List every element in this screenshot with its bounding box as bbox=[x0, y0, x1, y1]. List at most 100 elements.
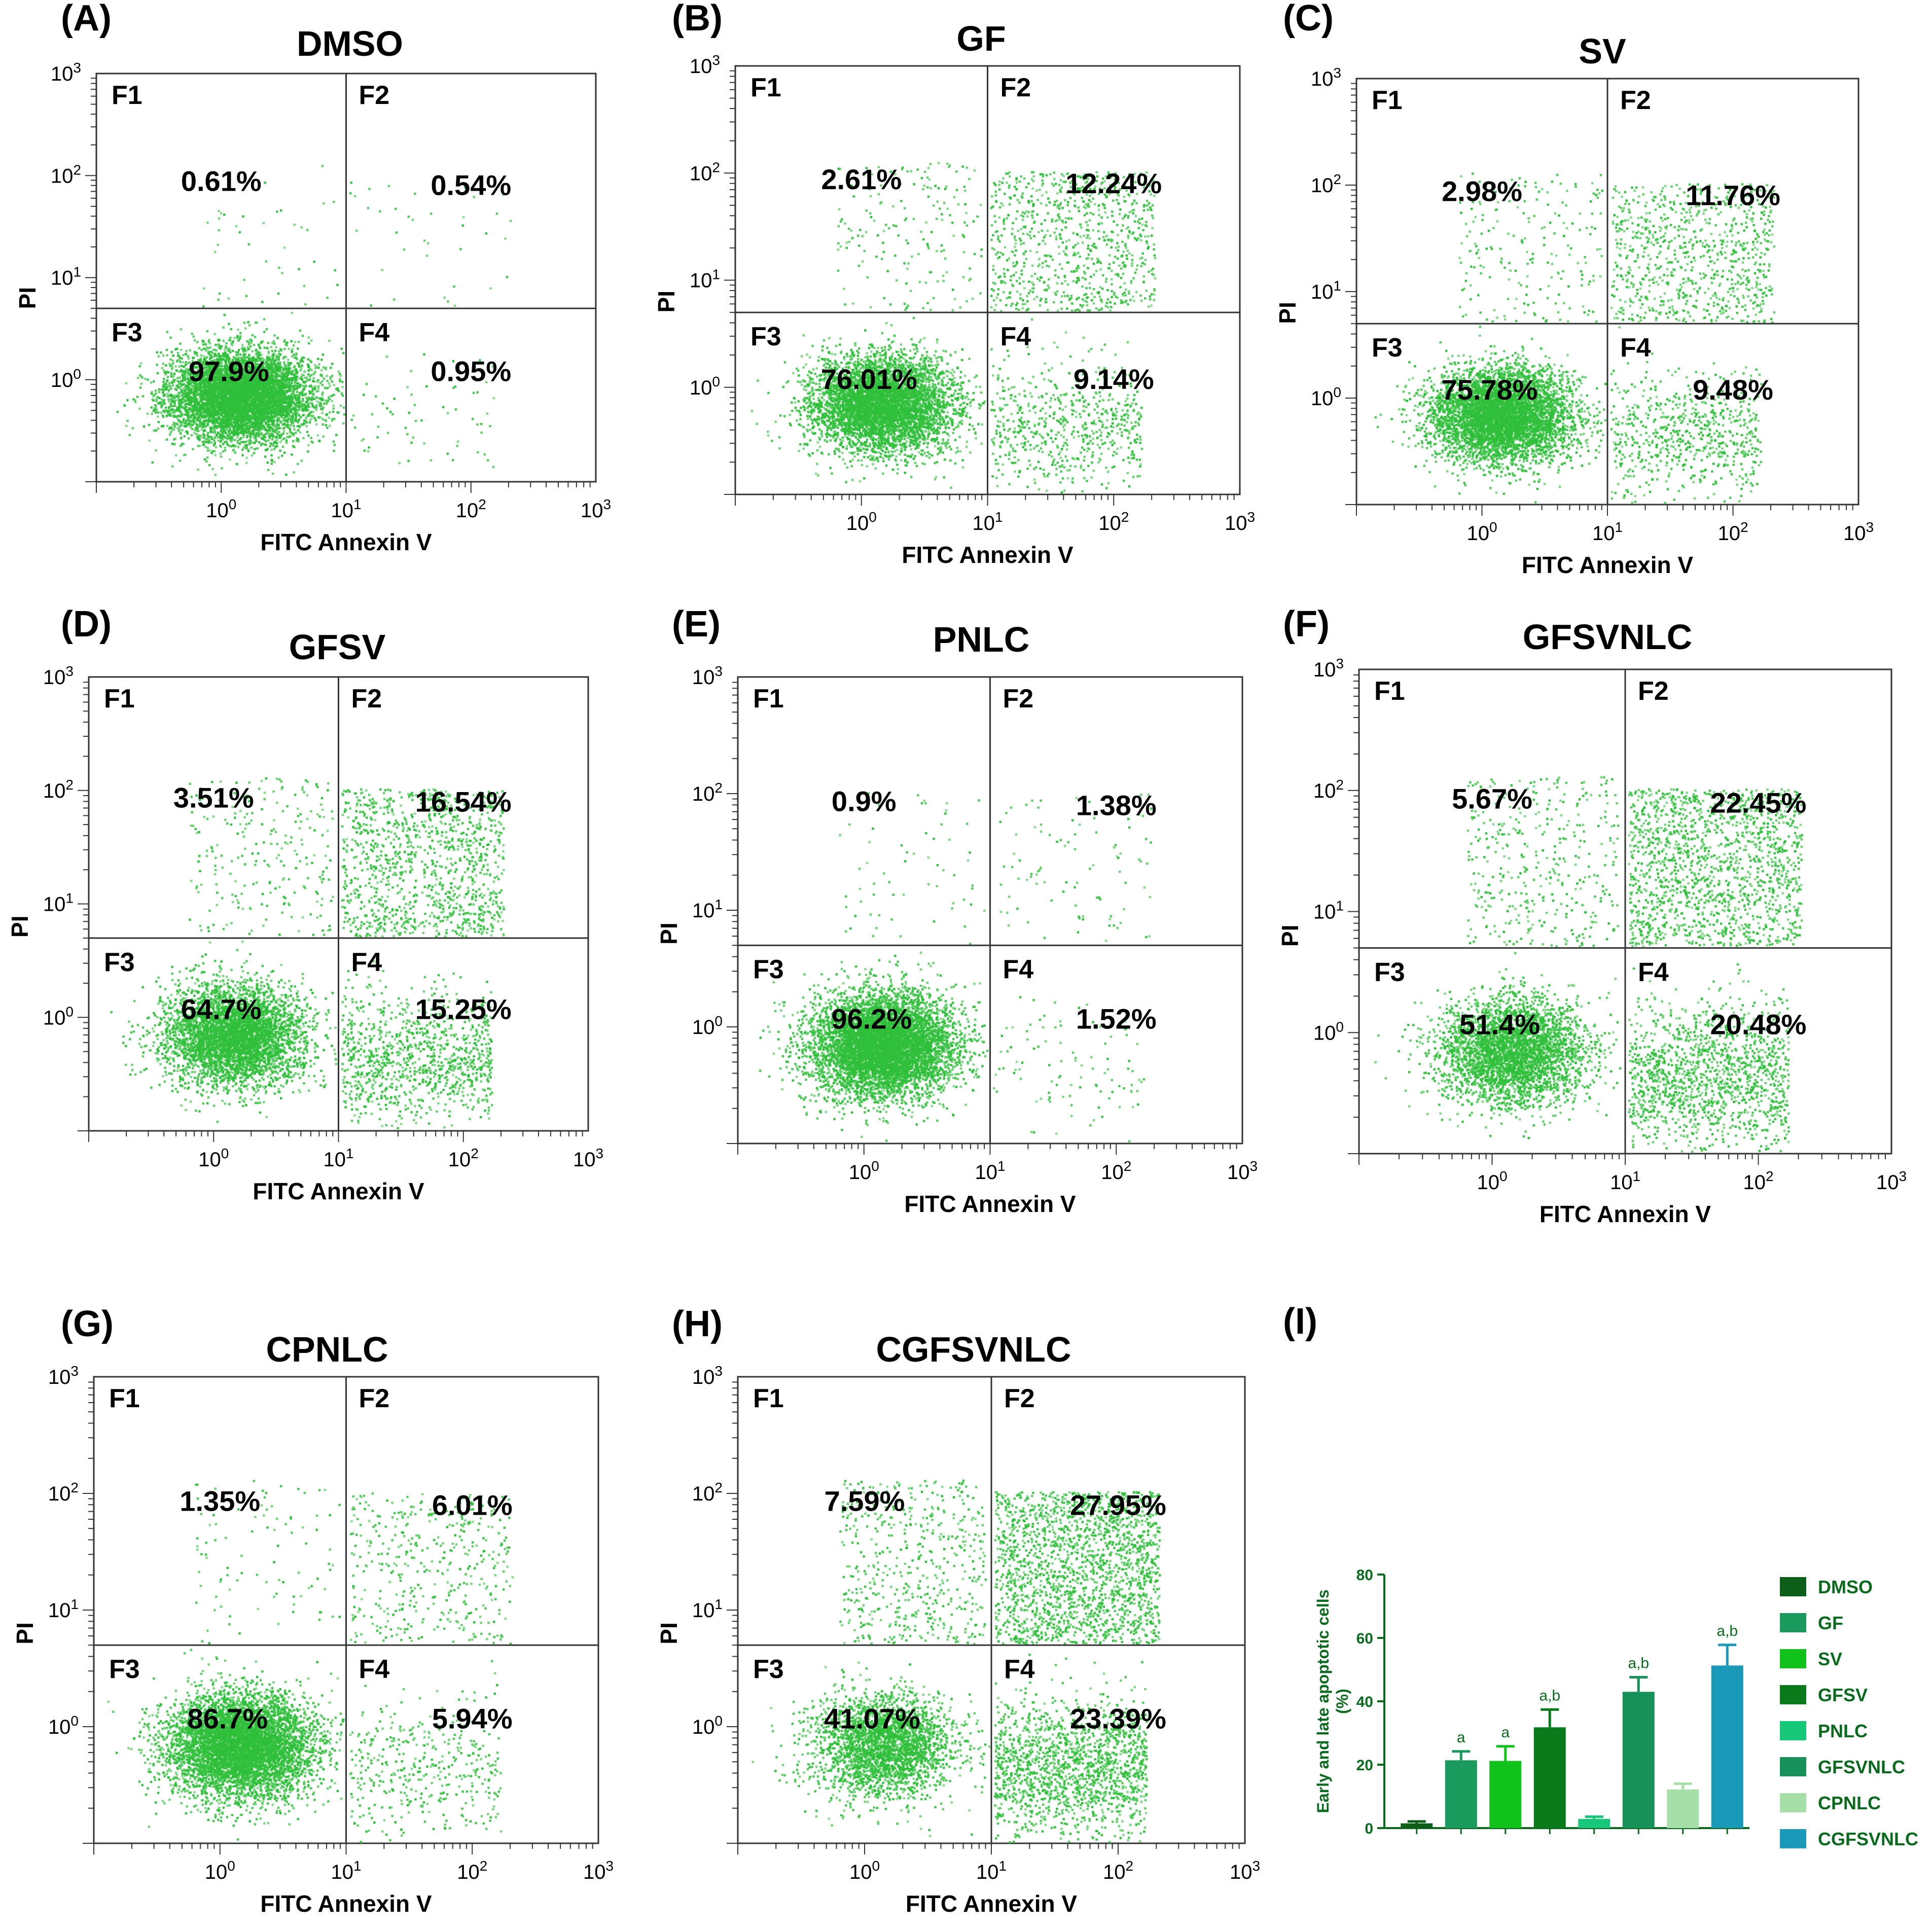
y-tick-label: 100 bbox=[1313, 1019, 1344, 1044]
y-tick-label: 100 bbox=[48, 1713, 79, 1738]
quadrant-percent-f4: 9.48% bbox=[1693, 374, 1773, 406]
panel-letter: (G) bbox=[61, 1304, 114, 1344]
x-tick-label: 103 bbox=[573, 1146, 603, 1171]
quadrant-label-f2: F2 bbox=[1000, 73, 1031, 102]
y-tick-label: 102 bbox=[43, 777, 74, 802]
x-tick-label: 101 bbox=[1610, 1168, 1640, 1194]
legend-label: PNLC bbox=[1818, 1721, 1868, 1741]
panel-title: DMSO bbox=[297, 24, 403, 63]
x-tick-label: 103 bbox=[1230, 1858, 1260, 1883]
panel-letter: (I) bbox=[1283, 1301, 1317, 1342]
y-tick-label: 103 bbox=[43, 663, 74, 689]
quadrant-label-f3: F3 bbox=[753, 1655, 784, 1684]
legend-label: GFSVNLC bbox=[1818, 1757, 1905, 1777]
legend-swatch bbox=[1780, 1649, 1806, 1668]
significance-label: a,b bbox=[1628, 1655, 1649, 1672]
legend-label: CGFSVNLC bbox=[1818, 1829, 1918, 1849]
x-axis-label: FITC Annexin V bbox=[904, 1191, 1076, 1217]
x-tick-label: 101 bbox=[331, 496, 361, 522]
x-tick-label: 100 bbox=[846, 509, 877, 534]
bar-gf bbox=[1445, 1760, 1477, 1828]
panel-letter: (B) bbox=[672, 0, 723, 39]
quadrant-label-f4: F4 bbox=[359, 1655, 390, 1684]
y-tick-label: 103 bbox=[51, 60, 81, 85]
quadrant-percent-f4: 5.94% bbox=[432, 1702, 513, 1734]
y-tick-label: 103 bbox=[48, 1363, 79, 1388]
x-axis-label: FITC Annexin V bbox=[1540, 1201, 1711, 1227]
quadrant-percent-f3: 75.78% bbox=[1442, 374, 1538, 406]
x-tick-label: 101 bbox=[972, 509, 1003, 534]
x-tick-label: 103 bbox=[1843, 519, 1874, 545]
legend-label: GF bbox=[1818, 1613, 1843, 1633]
quadrant-label-f4: F4 bbox=[1004, 1655, 1035, 1684]
legend-swatch bbox=[1780, 1793, 1806, 1812]
quadrant-percent-f3: 51.4% bbox=[1459, 1009, 1540, 1041]
y-axis-label-line1: Early and late apoptotic cells bbox=[1314, 1589, 1332, 1813]
panel-title: GFSV bbox=[289, 627, 386, 667]
quadrant-percent-f1: 2.61% bbox=[821, 163, 902, 195]
quadrant-label-f3: F3 bbox=[104, 948, 135, 977]
y-tick-label: 103 bbox=[692, 1363, 723, 1388]
y-axis-label: PI bbox=[14, 287, 41, 309]
x-tick-label: 103 bbox=[1876, 1168, 1907, 1194]
x-tick-label: 100 bbox=[849, 1158, 879, 1184]
bar-gfsv bbox=[1534, 1727, 1566, 1828]
y-tick-label: 102 bbox=[690, 159, 720, 185]
quadrant-percent-f3: 64.7% bbox=[181, 993, 262, 1025]
y-tick-label: 100 bbox=[690, 374, 720, 399]
x-axis-label: FITC Annexin V bbox=[902, 542, 1074, 568]
y-tick-label: 102 bbox=[48, 1480, 79, 1505]
quadrant-percent-f1: 5.67% bbox=[1452, 783, 1532, 815]
x-tick-label: 100 bbox=[205, 1858, 235, 1883]
legend-swatch bbox=[1780, 1613, 1806, 1632]
quadrant-label-f3: F3 bbox=[750, 322, 781, 351]
quadrant-percent-f2: 0.54% bbox=[431, 169, 511, 201]
y-tick-label: 101 bbox=[48, 1596, 79, 1622]
figure-canvas: (A)DMSOF1 F2F3 F40.61% 0.54%97.9% 0.95%10010… bbox=[0, 0, 1932, 1929]
quadrant-percent-f2: 22.45% bbox=[1710, 787, 1807, 819]
quadrant-percent-f3: 41.07% bbox=[824, 1702, 920, 1734]
significance-label: a,b bbox=[1539, 1687, 1560, 1704]
quadrant-label-f1: F1 bbox=[1374, 676, 1405, 706]
x-tick-label: 101 bbox=[323, 1146, 353, 1171]
x-tick-label: 102 bbox=[456, 496, 486, 522]
quadrant-percent-f1: 0.9% bbox=[832, 785, 897, 817]
y-tick-label: 0 bbox=[1365, 1820, 1373, 1837]
y-tick-label: 102 bbox=[1313, 777, 1344, 802]
x-tick-label: 100 bbox=[1466, 519, 1497, 545]
x-tick-label: 101 bbox=[1592, 519, 1623, 545]
significance-label: a bbox=[1501, 1724, 1510, 1741]
panel-title: GFSVNLC bbox=[1523, 617, 1692, 657]
quadrant-label-f1: F1 bbox=[112, 81, 142, 110]
panel-letter: (H) bbox=[672, 1304, 723, 1344]
panel-title: GF bbox=[956, 19, 1006, 58]
x-tick-label: 103 bbox=[1227, 1158, 1258, 1184]
y-axis-label: Early and late apoptotic cells (%) bbox=[1314, 1589, 1351, 1813]
quadrant-percent-f2: 16.54% bbox=[415, 785, 512, 817]
y-axis-label: PI bbox=[656, 922, 682, 944]
y-tick-label: 100 bbox=[1311, 384, 1341, 410]
y-tick-label: 101 bbox=[692, 897, 723, 922]
quadrant-label-f4: F4 bbox=[1638, 957, 1669, 987]
x-axis-label: FITC Annexin V bbox=[906, 1890, 1078, 1917]
y-tick-label: 20 bbox=[1356, 1757, 1373, 1774]
quadrant-label-f1: F1 bbox=[750, 73, 781, 102]
x-tick-label: 102 bbox=[457, 1858, 487, 1883]
quadrant-label-f4: F4 bbox=[359, 318, 390, 347]
x-tick-label: 103 bbox=[1225, 509, 1255, 534]
x-axis-label: FITC Annexin V bbox=[1522, 552, 1694, 578]
bar-cgfsvnlc bbox=[1711, 1665, 1743, 1828]
y-axis-label: PI bbox=[12, 1622, 38, 1644]
y-tick-label: 101 bbox=[692, 1596, 723, 1622]
quadrant-label-f3: F3 bbox=[753, 955, 784, 984]
x-tick-label: 100 bbox=[206, 496, 236, 522]
x-axis-label: FITC Annexin V bbox=[260, 529, 432, 555]
quadrant-percent-f4: 15.25% bbox=[415, 993, 512, 1025]
quadrant-percent-f2: 1.38% bbox=[1076, 790, 1157, 821]
x-tick-label: 103 bbox=[581, 496, 611, 522]
bar-dmso bbox=[1401, 1824, 1433, 1828]
bar-sv bbox=[1489, 1761, 1521, 1829]
